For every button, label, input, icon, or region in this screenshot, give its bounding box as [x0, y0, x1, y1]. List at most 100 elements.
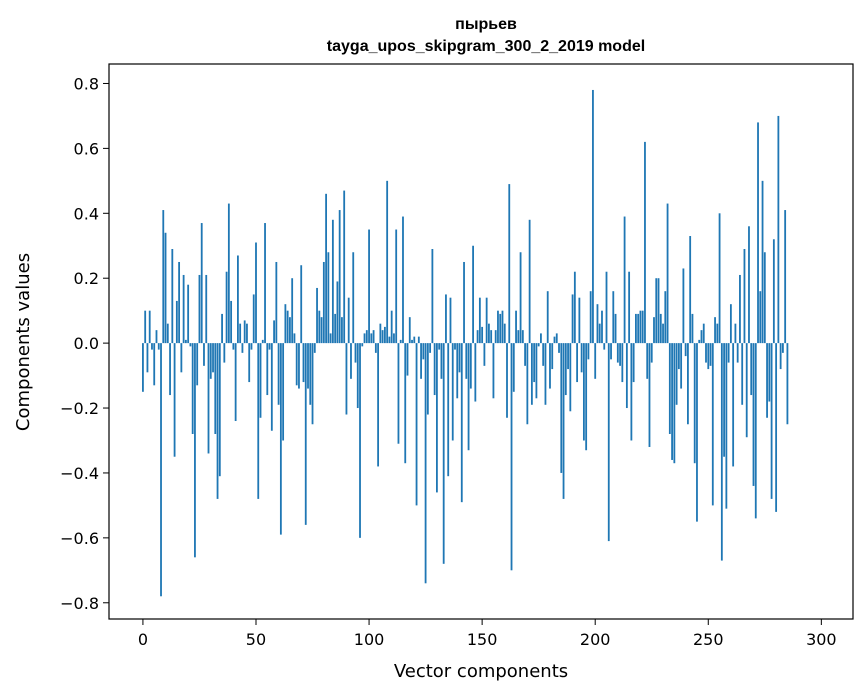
- bar: [243, 320, 246, 344]
- bar: [673, 343, 676, 464]
- bar: [417, 336, 420, 344]
- bar: [709, 343, 712, 366]
- bar: [530, 343, 533, 405]
- bar: [225, 271, 228, 344]
- bar: [266, 343, 269, 396]
- bar: [289, 317, 291, 344]
- bar: [542, 343, 545, 366]
- bar: [521, 330, 524, 344]
- bar: [329, 333, 332, 344]
- bar: [569, 343, 572, 412]
- bar: [734, 323, 737, 344]
- bar: [241, 343, 244, 353]
- bar: [492, 343, 495, 399]
- bar: [227, 203, 230, 344]
- bar: [451, 343, 454, 441]
- chart-title-line-1: пырьев: [455, 16, 517, 33]
- bar: [472, 245, 474, 344]
- bar: [218, 343, 221, 477]
- bar: [320, 317, 323, 344]
- bar: [488, 323, 490, 344]
- bar: [508, 184, 511, 344]
- bar: [503, 323, 506, 344]
- bar: [775, 343, 778, 512]
- bar: [273, 320, 275, 344]
- bar: [537, 343, 540, 347]
- bar: [603, 343, 606, 350]
- bar: [160, 343, 162, 597]
- bar: [650, 343, 653, 363]
- bar: [680, 343, 683, 389]
- bar: [641, 310, 644, 344]
- x-tick-label: 0: [138, 630, 148, 649]
- bar: [687, 343, 689, 425]
- bar: [727, 343, 730, 363]
- bar: [605, 271, 608, 344]
- bar: [666, 203, 669, 344]
- bar: [264, 223, 266, 344]
- bar: [356, 343, 359, 409]
- bar: [361, 343, 364, 347]
- bar: [490, 330, 493, 344]
- bar: [454, 343, 456, 350]
- bar: [298, 343, 300, 389]
- bar: [739, 274, 741, 344]
- bar: [270, 343, 273, 431]
- bar: [169, 343, 171, 396]
- bar: [334, 313, 337, 344]
- bar: [404, 343, 407, 464]
- bar: [313, 343, 316, 353]
- bar: [440, 343, 443, 379]
- bar: [469, 343, 472, 389]
- bar: [648, 343, 651, 447]
- bar: [494, 330, 497, 344]
- bar: [293, 333, 296, 344]
- bar: [216, 343, 219, 499]
- bar: [478, 297, 481, 344]
- bar: [671, 343, 673, 460]
- bar: [467, 343, 470, 451]
- bar: [250, 343, 253, 350]
- bar: [528, 219, 531, 344]
- x-tick-label: 250: [693, 630, 724, 649]
- bar: [300, 265, 303, 344]
- bar: [664, 291, 667, 344]
- bar: [639, 310, 642, 344]
- bar: [693, 343, 696, 464]
- bar: [723, 343, 726, 457]
- bar: [677, 343, 680, 370]
- bar: [757, 122, 759, 344]
- bar: [345, 343, 348, 415]
- x-tick-label: 50: [246, 630, 266, 649]
- bar: [497, 310, 499, 344]
- bar: [429, 343, 432, 353]
- bar: [702, 323, 705, 344]
- bar: [148, 310, 151, 344]
- bar: [377, 343, 380, 467]
- bar: [415, 343, 418, 506]
- bar: [512, 343, 515, 392]
- bar: [316, 287, 318, 344]
- bar: [589, 291, 592, 344]
- bar: [166, 323, 169, 344]
- bar: [718, 213, 721, 344]
- bar: [553, 336, 556, 344]
- bar: [212, 343, 214, 373]
- bar: [352, 252, 355, 344]
- bar: [768, 343, 771, 402]
- bar: [341, 317, 343, 344]
- bar: [784, 210, 787, 344]
- bar: [567, 343, 569, 370]
- bar: [261, 339, 264, 344]
- bar: [460, 343, 463, 503]
- bar: [526, 343, 529, 425]
- bar: [675, 343, 678, 405]
- bar-series: [142, 89, 789, 597]
- bar: [578, 297, 581, 344]
- bar: [646, 343, 649, 379]
- bar: [623, 216, 626, 344]
- bar: [445, 294, 447, 344]
- x-tick-label: 150: [467, 630, 498, 649]
- bar: [433, 343, 436, 396]
- bar: [178, 261, 181, 344]
